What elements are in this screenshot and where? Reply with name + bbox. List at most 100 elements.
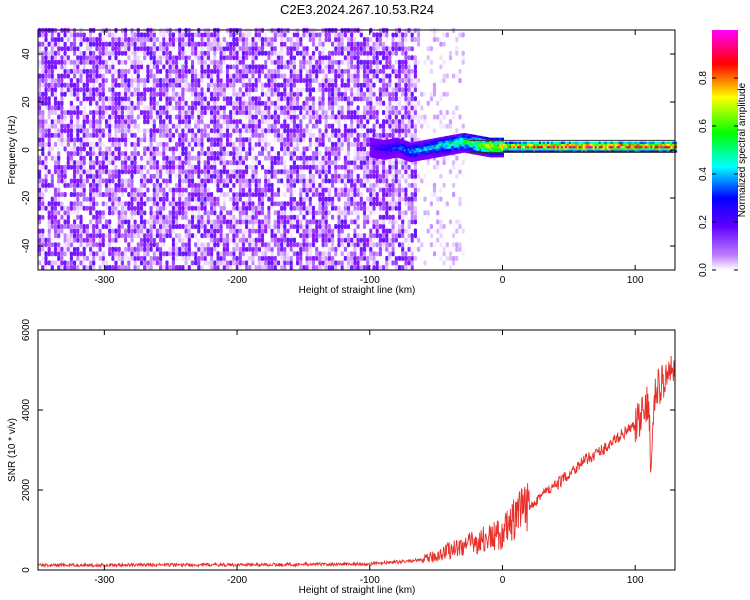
heatmap-cell (194, 205, 198, 211)
heatmap-cell (136, 192, 140, 197)
heatmap-cell (308, 32, 312, 38)
heatmap-cell (394, 32, 398, 38)
heatmap-cell (264, 196, 268, 202)
heatmap-cell (50, 237, 54, 243)
heatmap-cell (155, 151, 159, 156)
heatmap-cell (375, 164, 379, 170)
heatmap-cell (101, 237, 105, 243)
heatmap-cell (57, 228, 61, 234)
heatmap-cell (63, 128, 67, 134)
heatmap-cell (334, 265, 338, 270)
heatmap-cell (327, 251, 331, 257)
heatmap-cell (152, 78, 156, 83)
heatmap-cell (299, 37, 303, 42)
heatmap-cell (47, 260, 51, 266)
heatmap-cell (89, 219, 93, 225)
heatmap-cell (225, 164, 230, 170)
heatmap-cell (108, 187, 112, 193)
heatmap-cell (98, 68, 102, 74)
heatmap-cell (213, 151, 217, 156)
heatmap-cell (219, 87, 223, 93)
heatmap-cell (292, 137, 296, 143)
heatmap-cell (280, 59, 284, 65)
heatmap-cell (350, 64, 354, 70)
heatmap-cell (283, 237, 287, 243)
heatmap-cell (385, 201, 389, 207)
heatmap-cell (57, 192, 61, 197)
heatmap-cell (213, 210, 217, 216)
heatmap-cell (197, 260, 201, 266)
heatmap-cell (184, 242, 188, 248)
heatmap-cell (53, 73, 58, 79)
heatmap-cell (394, 105, 398, 111)
heatmap-cell (302, 233, 306, 239)
heatmap-cell (111, 205, 115, 211)
heatmap-cell (315, 155, 319, 161)
heatmap-cell (391, 50, 395, 56)
heatmap-cell (44, 237, 48, 243)
heatmap-cell (165, 55, 169, 61)
heatmap-cell (343, 46, 347, 52)
heatmap-cell (292, 160, 296, 166)
heatmap-cell (327, 255, 331, 261)
heatmap-cell (245, 73, 249, 79)
heatmap-cell (334, 146, 338, 152)
heatmap-cell (98, 237, 102, 243)
heatmap-cell (171, 246, 175, 252)
heatmap-cell (232, 173, 236, 179)
heatmap-cell (241, 55, 245, 61)
heatmap-cell (241, 96, 245, 102)
heatmap-cell (324, 214, 328, 220)
heatmap-cell (159, 255, 163, 261)
heatmap-cell (210, 164, 214, 170)
heatmap-cell (388, 201, 392, 207)
heatmap-cell (44, 187, 48, 193)
heatmap-cell (41, 73, 45, 79)
heatmap-cell (407, 224, 411, 229)
heatmap-cell (194, 260, 198, 266)
heatmap-cell (219, 192, 223, 197)
heatmap-cell (359, 155, 363, 161)
heatmap-cell (391, 160, 395, 166)
heatmap-cell (410, 255, 414, 261)
heatmap-cell (270, 237, 274, 243)
heatmap-cell (238, 210, 242, 216)
heatmap-cell (260, 82, 265, 88)
heatmap-cell (53, 196, 58, 202)
heatmap-cell (311, 132, 316, 138)
heatmap-cell (124, 105, 128, 111)
heatmap-cell (136, 169, 140, 175)
heatmap-cell (69, 87, 73, 93)
heatmap-cell (397, 32, 402, 38)
heatmap-cell (155, 37, 159, 42)
heatmap-cell (296, 68, 300, 74)
heatmap-cell (305, 187, 309, 193)
heatmap-cell (343, 82, 347, 88)
heatmap-cell (79, 155, 83, 161)
heatmap-cell (98, 146, 102, 152)
heatmap-cell (264, 41, 268, 47)
heatmap-cell (235, 96, 239, 102)
heatmap-cell (397, 59, 402, 65)
heatmap-cell (63, 182, 67, 188)
heatmap-cell (149, 205, 153, 211)
heatmap-cell (82, 114, 86, 120)
heatmap-cell (356, 151, 360, 156)
heatmap-cell (175, 187, 179, 193)
heatmap-cell (362, 123, 367, 129)
heatmap-cell (369, 64, 373, 70)
heatmap-cell (257, 192, 261, 197)
heatmap-cell (404, 265, 408, 270)
heatmap-cell (63, 114, 67, 120)
heatmap-cell (149, 242, 153, 248)
heatmap-cell (108, 192, 112, 197)
heatmap-cell (315, 164, 319, 170)
heatmap-cell (417, 37, 421, 42)
heatmap-cell (417, 246, 421, 252)
heatmap-cell (321, 68, 325, 74)
heatmap-cell (340, 114, 344, 120)
heatmap-cell (286, 219, 290, 225)
heatmap-cell (130, 82, 134, 88)
heatmap-cell (210, 96, 214, 102)
heatmap-cell (353, 110, 357, 115)
